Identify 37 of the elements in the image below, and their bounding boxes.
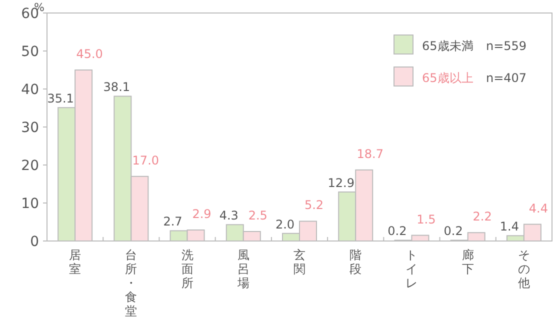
data-label: 1.5 (416, 212, 436, 226)
legend-label: 65歳以上 (422, 71, 474, 85)
x-tick-label: その他 (518, 248, 530, 290)
y-tick-label: 40 (21, 82, 39, 98)
data-label: 0.2 (444, 224, 463, 238)
data-label: 45.0 (76, 47, 103, 61)
data-label: 2.5 (248, 208, 268, 222)
x-tick-label: 玄関 (294, 248, 306, 276)
data-label: 0.2 (388, 224, 407, 238)
x-tick-label: 洗面所 (181, 248, 194, 290)
data-label: 2.7 (163, 214, 182, 229)
annotation: n=407 (486, 71, 527, 85)
y-tick-label: 0 (30, 234, 39, 250)
data-label: 38.1 (103, 80, 130, 94)
y-tick-label: 20 (21, 158, 39, 174)
data-label: 1.4 (500, 220, 519, 234)
data-label: 2.0 (275, 217, 295, 232)
x-tick-label: 廊下 (462, 248, 474, 276)
data-label: 2.9 (192, 206, 212, 221)
data-label: 17.0 (132, 153, 160, 168)
x-tick-label: 風呂場 (236, 248, 250, 290)
x-tick-label: 台所・食堂 (125, 248, 138, 318)
data-label: 4.3 (219, 208, 238, 223)
legend-label: 65歳未満 (422, 39, 474, 53)
y-tick-label: 30 (21, 120, 39, 136)
data-label: 18.7 (356, 146, 384, 161)
y-tick-label: 10 (21, 196, 39, 212)
annotation: n=559 (486, 39, 527, 53)
y-tick-label: 50 (21, 44, 39, 60)
data-label: 5.2 (304, 198, 324, 212)
x-tick-label: トイレ (406, 248, 418, 290)
data-label: 35.1 (47, 92, 74, 106)
x-tick-label: 階段 (350, 248, 362, 276)
data-label: 4.4 (528, 201, 548, 216)
x-tick-label: 居室 (69, 248, 82, 276)
data-label: 12.9 (328, 176, 354, 190)
data-label: 2.2 (472, 210, 492, 224)
